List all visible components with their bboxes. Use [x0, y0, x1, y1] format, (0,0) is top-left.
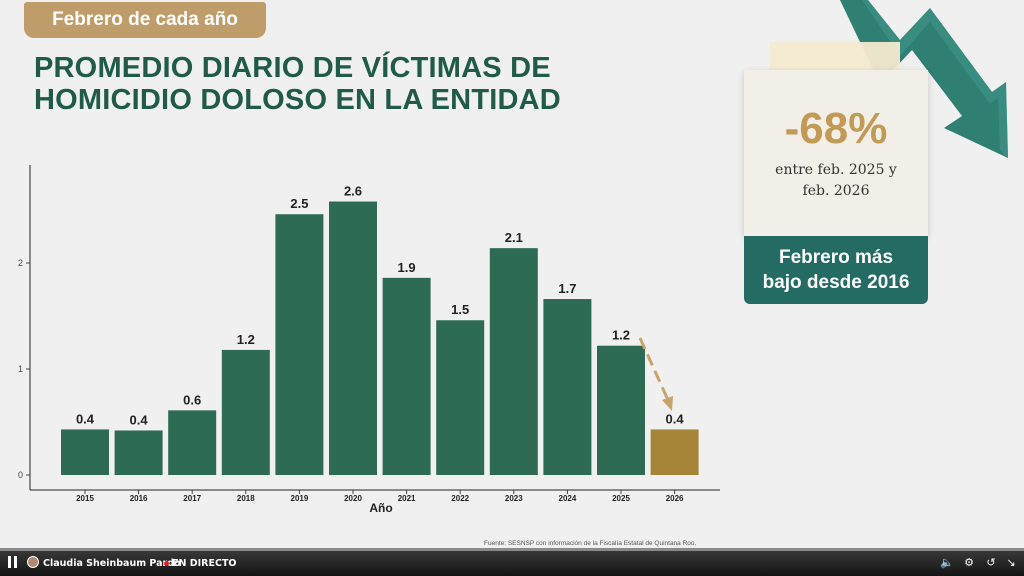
bars: [61, 201, 699, 476]
bar-2016: [114, 430, 163, 475]
percent-note-line-1: entre feb. 2025 y: [775, 162, 897, 178]
bar-2017: [168, 410, 217, 475]
bar-2022: [436, 320, 485, 475]
x-tick-label-2026: 2026: [666, 494, 684, 503]
bar-2025: [597, 345, 645, 475]
value-label-2017: 0.6: [183, 392, 201, 407]
banner-line-2: bajo desde 2016: [762, 272, 910, 293]
value-label-2022: 1.5: [451, 302, 469, 317]
share-icon[interactable]: ↺: [986, 556, 996, 569]
percent-change: -68%: [784, 104, 888, 153]
x-tick-label-2024: 2024: [559, 494, 577, 503]
live-label: EN DIRECTO: [172, 558, 237, 569]
x-tick-label-2020: 2020: [344, 494, 362, 503]
source-note: Fuente: SESNSP con información de la Fis…: [484, 540, 697, 547]
decline-arrow-icon: [638, 337, 673, 411]
x-tick-label-2022: 2022: [451, 494, 469, 503]
pause-icon[interactable]: [8, 556, 18, 568]
period-tag: Febrero de cada año: [24, 2, 266, 38]
settings-icon[interactable]: ⚙: [964, 556, 974, 569]
x-tick-label-2021: 2021: [398, 494, 416, 503]
percent-note: entre feb. 2025 y feb. 2026: [754, 160, 918, 202]
title-line-1: PROMEDIO DIARIO DE VÍCTIMAS DE: [34, 52, 551, 84]
page-title: PROMEDIO DIARIO DE VÍCTIMAS DE HOMICIDIO…: [34, 52, 594, 116]
title-line-2: HOMICIDIO DOLOSO EN LA ENTIDAD: [34, 84, 561, 116]
presentation-slide: Febrero de cada año PROMEDIO DIARIO DE V…: [17, 0, 1008, 547]
value-label-2024: 1.7: [558, 281, 576, 296]
trend-down-arrow-icon: [840, 0, 1008, 158]
value-labels: 0.4 0.4 0.6 1.2 2.5 2.6 1.9 1.5 2.1 1.7 1.2 0.4: [76, 184, 684, 428]
value-label-2026: 0.4: [666, 411, 685, 426]
record-banner: Febrero más bajo desde 2016: [744, 236, 928, 304]
bar-chart: 0 1 2 2015 2016 2017 2018 2019 2020 2021 2022 2023…: [18, 0, 1008, 515]
y-tick-label: 2: [18, 258, 23, 268]
value-label-2020: 2.6: [344, 184, 362, 199]
x-ticks: 2015 2016 2017 2018 2019 2020 2021 2022 2023 2024…: [76, 490, 684, 503]
x-tick-label-2019: 2019: [291, 494, 309, 503]
bar-2019: [275, 214, 324, 476]
bar-2024: [543, 299, 592, 475]
live-indicator-icon: [164, 561, 169, 566]
y-ticks: 0 1 2: [18, 258, 30, 480]
y-tick-label: 1: [18, 364, 23, 374]
progress-bar[interactable]: [0, 548, 1024, 551]
x-tick-label-2018: 2018: [237, 494, 255, 503]
banner-line-1: Febrero más: [778, 247, 894, 268]
volume-icon[interactable]: 🔈: [940, 556, 954, 569]
value-label-2023: 2.1: [505, 230, 523, 245]
value-label-2021: 1.9: [398, 260, 416, 275]
value-label-2015: 0.4: [76, 411, 95, 426]
value-label-2018: 1.2: [237, 332, 255, 347]
bar-2023: [489, 248, 538, 475]
x-tick-label-2017: 2017: [183, 494, 201, 503]
bar-2020: [329, 201, 377, 475]
highlight-card: -68% entre feb. 2025 y feb. 2026 Febrero…: [744, 42, 928, 304]
bar-2026: [650, 429, 699, 475]
avatar[interactable]: [27, 556, 39, 568]
exit-fullscreen-icon[interactable]: ↘: [1006, 556, 1016, 569]
x-tick-label-2025: 2025: [612, 494, 630, 503]
percent-note-line-2: feb. 2026: [802, 183, 870, 199]
value-label-2019: 2.5: [290, 196, 308, 211]
channel-name[interactable]: Claudia Sheinbaum Pardo: [43, 558, 181, 569]
x-tick-label-2023: 2023: [505, 494, 523, 503]
value-label-2016: 0.4: [130, 412, 149, 427]
bar-2018: [221, 349, 270, 475]
bar-2021: [382, 277, 431, 475]
video-player-bar: [0, 548, 1024, 576]
x-tick-label-2016: 2016: [130, 494, 148, 503]
bar-2015: [61, 429, 109, 475]
card-paper: [744, 70, 928, 236]
x-axis-title: Año: [369, 501, 392, 515]
value-label-2025: 1.2: [612, 328, 630, 343]
y-tick-label: 0: [18, 470, 23, 480]
x-tick-label-2015: 2015: [76, 494, 94, 503]
